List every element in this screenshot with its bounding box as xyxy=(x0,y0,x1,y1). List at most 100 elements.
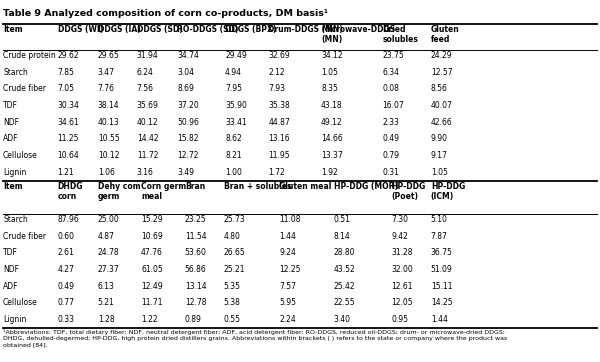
Text: Cellulose: Cellulose xyxy=(3,298,38,307)
Text: 1.44: 1.44 xyxy=(279,232,296,241)
Text: 8.21: 8.21 xyxy=(225,151,242,160)
Text: 15.82: 15.82 xyxy=(177,134,199,143)
Text: 25.42: 25.42 xyxy=(334,282,355,291)
Text: ADF: ADF xyxy=(3,282,19,291)
Text: Crude protein: Crude protein xyxy=(3,51,56,60)
Text: Starch: Starch xyxy=(3,215,28,224)
Text: 35.90: 35.90 xyxy=(225,101,247,110)
Text: 9.24: 9.24 xyxy=(279,248,296,257)
Text: 34.12: 34.12 xyxy=(321,51,343,60)
Text: 0.60: 0.60 xyxy=(58,232,74,241)
Text: HP-DDG (MOR): HP-DDG (MOR) xyxy=(334,182,398,191)
Text: Item: Item xyxy=(3,182,23,191)
Text: 40.13: 40.13 xyxy=(98,118,119,127)
Text: 5.38: 5.38 xyxy=(224,298,241,307)
Text: NDF: NDF xyxy=(3,265,19,274)
Text: 7.30: 7.30 xyxy=(391,215,408,224)
Text: 11.71: 11.71 xyxy=(141,298,163,307)
Text: 3.49: 3.49 xyxy=(177,168,194,177)
Text: 7.56: 7.56 xyxy=(137,84,154,93)
Text: 13.37: 13.37 xyxy=(321,151,343,160)
Text: DDGS (IA): DDGS (IA) xyxy=(98,25,140,34)
Text: 8.14: 8.14 xyxy=(334,232,350,241)
Text: 42.66: 42.66 xyxy=(431,118,452,127)
Text: 15.29: 15.29 xyxy=(141,215,163,224)
Text: 10.12: 10.12 xyxy=(98,151,119,160)
Text: 14.66: 14.66 xyxy=(321,134,343,143)
Text: 24.29: 24.29 xyxy=(431,51,452,60)
Text: 31.94: 31.94 xyxy=(137,51,158,60)
Text: 3.16: 3.16 xyxy=(137,168,154,177)
Text: 4.80: 4.80 xyxy=(224,232,241,241)
Text: 25.21: 25.21 xyxy=(224,265,245,274)
Text: 7.95: 7.95 xyxy=(225,84,242,93)
Text: 6.24: 6.24 xyxy=(137,68,154,77)
Text: 8.56: 8.56 xyxy=(431,84,448,93)
Text: 0.49: 0.49 xyxy=(58,282,74,291)
Text: RO-DDGS (SD): RO-DDGS (SD) xyxy=(177,25,238,34)
Text: 23.75: 23.75 xyxy=(382,51,404,60)
Text: 34.61: 34.61 xyxy=(58,118,79,127)
Text: 11.95: 11.95 xyxy=(268,151,290,160)
Text: 7.57: 7.57 xyxy=(279,282,296,291)
Text: 2.24: 2.24 xyxy=(279,315,296,324)
Text: 5.10: 5.10 xyxy=(431,215,448,224)
Text: 2.33: 2.33 xyxy=(382,118,399,127)
Text: Crude fiber: Crude fiber xyxy=(3,84,46,93)
Text: 12.72: 12.72 xyxy=(177,151,199,160)
Text: 10.64: 10.64 xyxy=(58,151,79,160)
Text: 51.09: 51.09 xyxy=(431,265,452,274)
Text: 9.17: 9.17 xyxy=(431,151,448,160)
Text: 3.40: 3.40 xyxy=(334,315,350,324)
Text: Corn germ
meal: Corn germ meal xyxy=(141,182,186,201)
Text: 12.78: 12.78 xyxy=(185,298,206,307)
Text: 4.87: 4.87 xyxy=(98,232,115,241)
Text: Gluten
feed: Gluten feed xyxy=(431,25,460,45)
Text: Lignin: Lignin xyxy=(3,315,26,324)
Text: 50.96: 50.96 xyxy=(177,118,199,127)
Text: 53.60: 53.60 xyxy=(185,248,206,257)
Text: 23.25: 23.25 xyxy=(185,215,206,224)
Text: DHDG
corn: DHDG corn xyxy=(58,182,83,201)
Text: 24.78: 24.78 xyxy=(98,248,119,257)
Text: Bran + solubles: Bran + solubles xyxy=(224,182,292,191)
Text: 6.34: 6.34 xyxy=(382,68,399,77)
Text: 3.47: 3.47 xyxy=(98,68,115,77)
Text: Dried
solubles: Dried solubles xyxy=(382,25,418,45)
Text: 14.42: 14.42 xyxy=(137,134,158,143)
Text: ADF: ADF xyxy=(3,134,19,143)
Text: 1.21: 1.21 xyxy=(58,168,74,177)
Text: 1.05: 1.05 xyxy=(321,68,338,77)
Text: 56.86: 56.86 xyxy=(185,265,206,274)
Text: 8.35: 8.35 xyxy=(321,84,338,93)
Text: 27.37: 27.37 xyxy=(98,265,119,274)
Text: HP-DDG
(Poet): HP-DDG (Poet) xyxy=(391,182,425,201)
Text: 0.89: 0.89 xyxy=(185,315,202,324)
Text: 61.05: 61.05 xyxy=(141,265,163,274)
Text: TDF: TDF xyxy=(3,248,18,257)
Text: 5.21: 5.21 xyxy=(98,298,115,307)
Text: 11.72: 11.72 xyxy=(137,151,158,160)
Text: 2.12: 2.12 xyxy=(268,68,285,77)
Text: 0.79: 0.79 xyxy=(382,151,399,160)
Text: 47.76: 47.76 xyxy=(141,248,163,257)
Text: 30.34: 30.34 xyxy=(58,101,79,110)
Text: 7.05: 7.05 xyxy=(58,84,74,93)
Text: 40.12: 40.12 xyxy=(137,118,158,127)
Text: 33.41: 33.41 xyxy=(225,118,247,127)
Text: Gluten meal: Gluten meal xyxy=(279,182,331,191)
Text: 10.69: 10.69 xyxy=(141,232,163,241)
Text: 15.11: 15.11 xyxy=(431,282,452,291)
Text: 1.22: 1.22 xyxy=(141,315,158,324)
Text: 11.54: 11.54 xyxy=(185,232,206,241)
Text: 6.13: 6.13 xyxy=(98,282,115,291)
Text: 29.62: 29.62 xyxy=(58,51,79,60)
Text: 8.69: 8.69 xyxy=(177,84,194,93)
Text: 43.52: 43.52 xyxy=(334,265,355,274)
Text: 49.12: 49.12 xyxy=(321,118,343,127)
Text: Lignin: Lignin xyxy=(3,168,26,177)
Text: 25.73: 25.73 xyxy=(224,215,245,224)
Text: 7.76: 7.76 xyxy=(98,84,115,93)
Text: Microwave-DDGS
(MN): Microwave-DDGS (MN) xyxy=(321,25,395,45)
Text: 28.80: 28.80 xyxy=(334,248,355,257)
